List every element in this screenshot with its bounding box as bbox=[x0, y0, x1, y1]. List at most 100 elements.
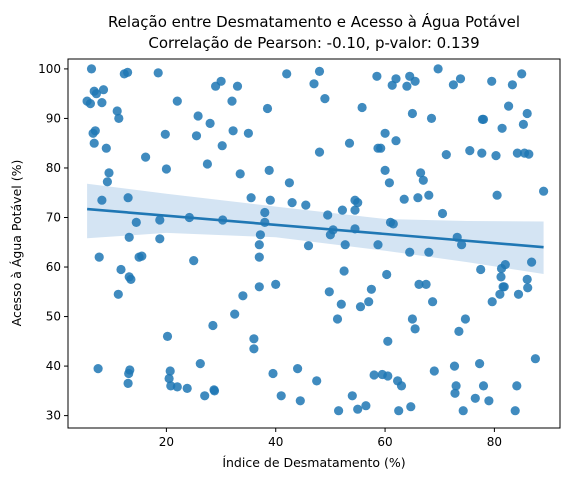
data-point bbox=[501, 260, 510, 269]
x-tick-label: 80 bbox=[487, 435, 502, 449]
data-point bbox=[255, 282, 264, 291]
data-point bbox=[356, 302, 365, 311]
data-point bbox=[475, 359, 484, 368]
data-point bbox=[166, 366, 175, 375]
y-tick-label: 60 bbox=[46, 260, 61, 274]
data-point bbox=[315, 148, 324, 157]
data-point bbox=[427, 114, 436, 123]
data-point bbox=[125, 233, 134, 242]
data-point bbox=[459, 406, 468, 415]
data-point bbox=[255, 240, 264, 249]
data-point bbox=[87, 64, 96, 73]
data-point bbox=[91, 126, 100, 135]
data-point bbox=[296, 396, 305, 405]
data-point bbox=[353, 405, 362, 414]
data-point bbox=[325, 287, 334, 296]
data-point bbox=[527, 258, 536, 267]
data-point bbox=[340, 266, 349, 275]
data-point bbox=[517, 69, 526, 78]
data-point bbox=[504, 102, 513, 111]
data-point bbox=[348, 391, 357, 400]
data-point bbox=[285, 178, 294, 187]
data-point bbox=[337, 300, 346, 309]
data-point bbox=[137, 252, 146, 261]
data-point bbox=[382, 270, 391, 279]
data-point bbox=[353, 198, 362, 207]
data-point bbox=[496, 272, 505, 281]
data-point bbox=[97, 196, 106, 205]
data-point bbox=[196, 359, 205, 368]
data-point bbox=[383, 371, 392, 380]
data-point bbox=[491, 151, 500, 160]
data-point bbox=[523, 283, 532, 292]
data-point bbox=[102, 144, 111, 153]
y-tick-label: 40 bbox=[46, 359, 61, 373]
data-point bbox=[200, 391, 209, 400]
data-point bbox=[381, 129, 390, 138]
data-point bbox=[116, 265, 125, 274]
data-point bbox=[500, 282, 509, 291]
data-point bbox=[461, 314, 470, 323]
data-point bbox=[519, 120, 528, 129]
data-point bbox=[266, 196, 275, 205]
data-point bbox=[227, 97, 236, 106]
data-point bbox=[173, 97, 182, 106]
data-point bbox=[428, 297, 437, 306]
data-point bbox=[312, 376, 321, 385]
data-point bbox=[367, 285, 376, 294]
data-point bbox=[114, 290, 123, 299]
data-point bbox=[484, 396, 493, 405]
data-point bbox=[155, 215, 164, 224]
y-tick-label: 50 bbox=[46, 310, 61, 324]
data-point bbox=[301, 201, 310, 210]
data-point bbox=[424, 248, 433, 257]
data-point bbox=[364, 297, 373, 306]
data-point bbox=[512, 381, 521, 390]
data-point bbox=[320, 94, 329, 103]
data-point bbox=[524, 150, 533, 159]
data-point bbox=[103, 177, 112, 186]
data-point bbox=[304, 241, 313, 250]
data-point bbox=[104, 168, 113, 177]
data-point bbox=[531, 354, 540, 363]
data-point bbox=[385, 178, 394, 187]
data-point bbox=[334, 406, 343, 415]
data-point bbox=[338, 206, 347, 215]
data-point bbox=[124, 379, 133, 388]
data-point bbox=[263, 104, 272, 113]
data-point bbox=[391, 136, 400, 145]
data-point bbox=[391, 74, 400, 83]
data-point bbox=[183, 384, 192, 393]
data-point bbox=[206, 119, 215, 128]
data-point bbox=[114, 114, 123, 123]
data-point bbox=[277, 391, 286, 400]
data-point bbox=[413, 193, 422, 202]
data-point bbox=[389, 219, 398, 228]
data-point bbox=[508, 80, 517, 89]
data-point bbox=[411, 324, 420, 333]
data-point bbox=[383, 337, 392, 346]
data-point bbox=[265, 166, 274, 175]
data-point bbox=[249, 334, 258, 343]
data-point bbox=[493, 191, 502, 200]
y-axis-ticks: 30 40 50 60 70 80 90 100 bbox=[38, 62, 68, 423]
data-point bbox=[456, 74, 465, 83]
data-point bbox=[381, 166, 390, 175]
data-point bbox=[271, 280, 280, 289]
data-point bbox=[230, 310, 239, 319]
y-tick-label: 100 bbox=[38, 62, 61, 76]
data-point bbox=[449, 80, 458, 89]
data-point bbox=[450, 362, 459, 371]
y-tick-label: 80 bbox=[46, 161, 61, 175]
y-tick-label: 90 bbox=[46, 111, 61, 125]
data-point bbox=[238, 291, 247, 300]
data-point bbox=[333, 314, 342, 323]
data-point bbox=[99, 85, 108, 94]
data-point bbox=[411, 77, 420, 86]
data-point bbox=[400, 195, 409, 204]
data-point bbox=[523, 109, 532, 118]
data-point bbox=[141, 153, 150, 162]
data-point bbox=[394, 406, 403, 415]
data-point bbox=[397, 381, 406, 390]
